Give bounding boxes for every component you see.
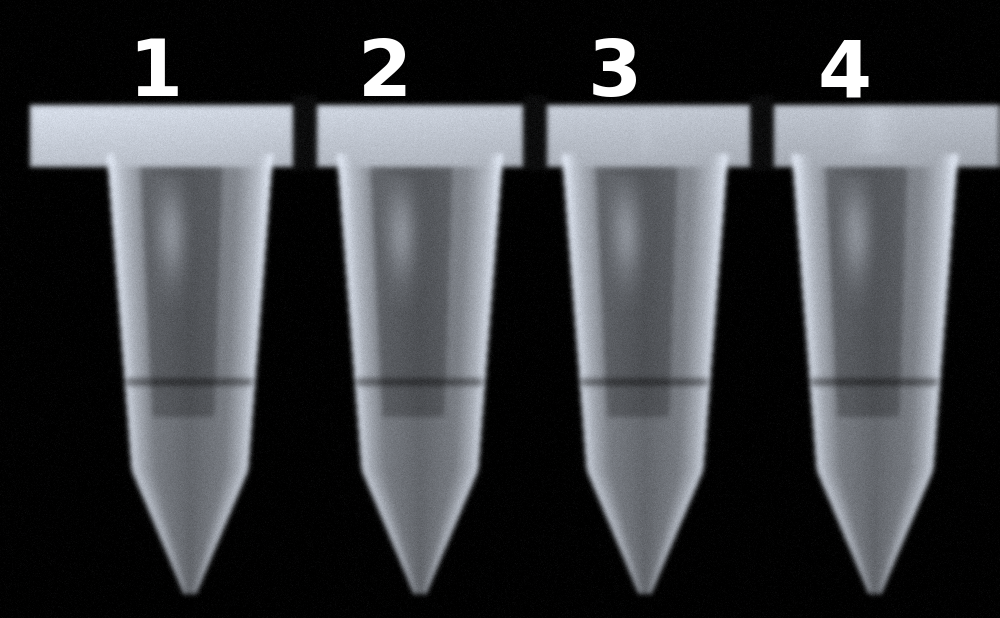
Text: 3: 3: [588, 36, 642, 112]
Text: 1: 1: [128, 36, 182, 112]
Text: 2: 2: [358, 36, 412, 112]
Text: 4: 4: [818, 36, 872, 112]
